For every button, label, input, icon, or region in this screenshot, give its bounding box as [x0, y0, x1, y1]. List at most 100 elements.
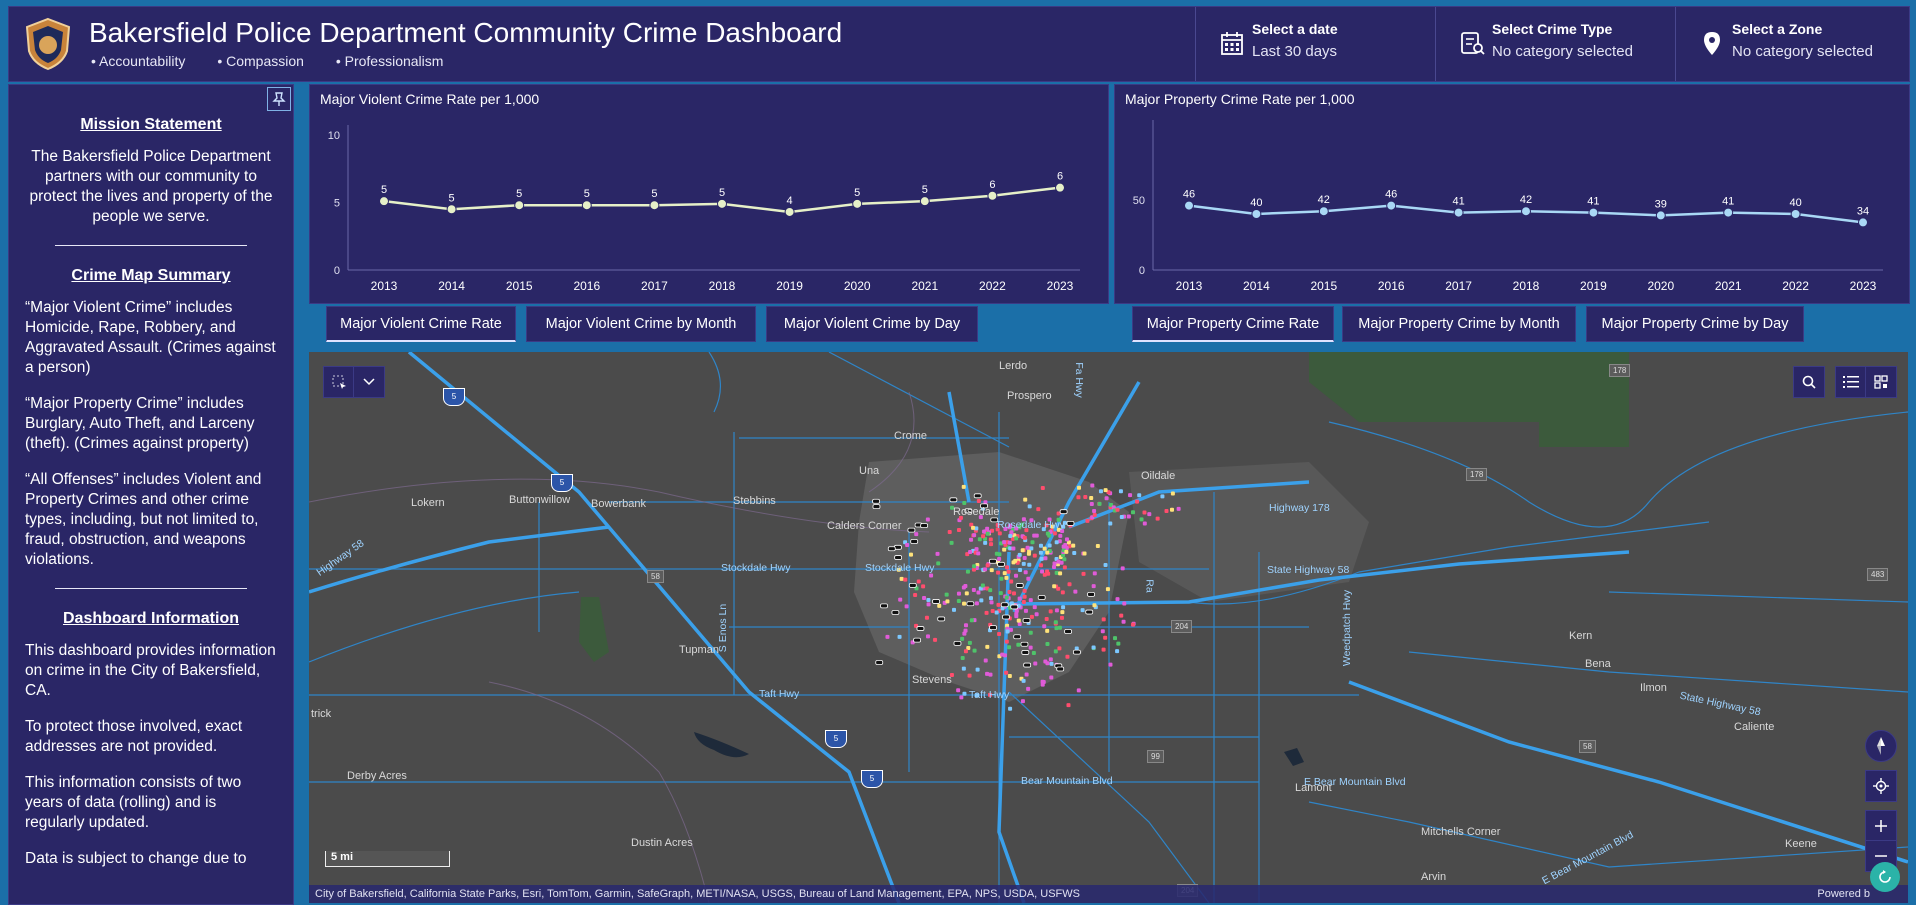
crime-marker — [949, 540, 954, 545]
zoom-in-button[interactable] — [1865, 810, 1897, 842]
tab-violent-month[interactable]: Major Violent Crime by Month — [526, 306, 756, 342]
crime-marker — [995, 527, 1000, 532]
place-label: Buttonwillow — [509, 494, 571, 506]
vehicle-marker — [872, 498, 880, 504]
mission-heading: Mission Statement — [80, 116, 222, 133]
crime-marker — [1042, 546, 1047, 551]
map-pin-icon — [1704, 32, 1720, 55]
crime-marker — [1105, 587, 1110, 592]
vehicle-marker — [953, 641, 962, 646]
crime-marker — [1022, 556, 1027, 561]
selector-value: No category selected — [1732, 43, 1873, 60]
tab-property-rate[interactable]: Major Property Crime Rate — [1132, 306, 1334, 342]
crime-marker — [983, 500, 988, 505]
interstate-shield: 5 — [551, 474, 573, 492]
x-tick-label: 2013 — [1176, 279, 1203, 293]
data-point — [446, 204, 457, 215]
crime-marker — [1024, 672, 1029, 677]
crime-marker — [963, 649, 968, 654]
crime-marker — [956, 528, 961, 533]
vehicle-marker — [1085, 609, 1094, 615]
interstate-shield: 5 — [861, 770, 883, 788]
vehicle-marker — [1056, 666, 1065, 672]
crime-marker — [936, 561, 941, 566]
crime-marker — [1026, 686, 1031, 691]
crime-marker — [1041, 527, 1046, 532]
crime-marker — [1113, 636, 1118, 641]
pin-icon[interactable] — [267, 87, 291, 111]
crime-marker — [968, 549, 973, 554]
crime-marker — [1022, 594, 1027, 599]
tab-property-day[interactable]: Major Property Crime by Day — [1586, 306, 1804, 342]
feedback-button[interactable] — [1870, 862, 1900, 892]
crime-marker — [1033, 661, 1038, 666]
crime-markers[interactable] — [309, 352, 1908, 903]
map-basemap[interactable] — [309, 352, 1908, 903]
crime-marker — [1108, 662, 1113, 667]
crime-marker — [974, 601, 979, 606]
locate-button[interactable] — [1865, 770, 1897, 802]
crime-marker — [950, 505, 955, 510]
data-label: 5 — [719, 187, 725, 199]
crime-marker — [944, 592, 949, 597]
crime-marker — [1097, 501, 1102, 506]
select-tool-button[interactable] — [323, 366, 355, 398]
basemap-gallery-button[interactable] — [1865, 366, 1897, 398]
crime-marker — [949, 673, 954, 678]
crime-marker — [971, 567, 976, 572]
y-tick-label: 10 — [328, 130, 340, 142]
crime-marker — [1010, 536, 1015, 541]
park-area — [1309, 352, 1629, 447]
dashboard-paragraph: This information consists of two years o… — [25, 774, 242, 831]
crime-marker — [1014, 611, 1019, 616]
place-label: Lerdo — [999, 360, 1028, 372]
vehicle-marker — [1073, 649, 1081, 655]
crime-marker — [962, 601, 967, 606]
crime-marker — [1021, 678, 1026, 683]
place-label: Calders Corner — [827, 520, 902, 532]
crime-marker — [1155, 516, 1160, 521]
data-label: 5 — [922, 184, 928, 196]
crime-marker — [952, 607, 957, 612]
chart-title: Major Property Crime Rate per 1,000 — [1125, 91, 1355, 107]
tab-property-month[interactable]: Major Property Crime by Month — [1342, 306, 1576, 342]
x-tick-label: 2022 — [1782, 279, 1809, 293]
crime-marker — [988, 537, 993, 542]
data-label: 5 — [516, 188, 522, 200]
crime-marker — [974, 547, 979, 552]
compass-button[interactable] — [1865, 730, 1897, 762]
crime-marker — [1121, 619, 1126, 624]
place-label: Mitchells Corner — [1421, 826, 1501, 838]
x-tick-label: 2019 — [776, 279, 803, 293]
crime-marker — [1028, 630, 1033, 635]
crime-marker — [969, 537, 974, 542]
data-point — [1588, 207, 1599, 218]
tab-violent-rate[interactable]: Major Violent Crime Rate — [326, 306, 516, 342]
crime-marker — [1065, 654, 1070, 659]
crime-marker — [1058, 533, 1063, 538]
crime-marker — [1025, 545, 1030, 550]
crime-marker — [1056, 511, 1061, 516]
crime-marker — [1030, 540, 1035, 545]
x-tick-label: 2022 — [979, 279, 1006, 293]
zone-selector[interactable]: Select a Zone No category selected — [1675, 7, 1910, 81]
select-dropdown-button[interactable] — [353, 366, 385, 398]
map-search-button[interactable] — [1793, 366, 1825, 398]
data-label: 41 — [1587, 196, 1599, 208]
crime-marker — [994, 610, 999, 615]
tab-violent-day[interactable]: Major Violent Crime by Day — [766, 306, 978, 342]
crime-marker — [1058, 571, 1063, 576]
data-label: 41 — [1452, 196, 1464, 208]
crime-marker — [1043, 556, 1048, 561]
crime-marker — [977, 537, 982, 542]
crime-marker — [982, 567, 987, 572]
crime-marker — [1057, 646, 1062, 651]
vehicle-marker — [1020, 641, 1029, 647]
date-selector[interactable]: Select a date Last 30 days — [1195, 7, 1436, 81]
legend-button[interactable] — [1835, 366, 1867, 398]
crime-marker — [1062, 520, 1067, 525]
road-label: Highway 178 — [1269, 502, 1330, 514]
crime-map[interactable]: Lerdo Prospero Crome Una Oildale Lokern … — [309, 352, 1908, 903]
crime-type-selector[interactable]: Select Crime Type No category selected — [1435, 7, 1676, 81]
crime-marker — [1014, 526, 1019, 531]
